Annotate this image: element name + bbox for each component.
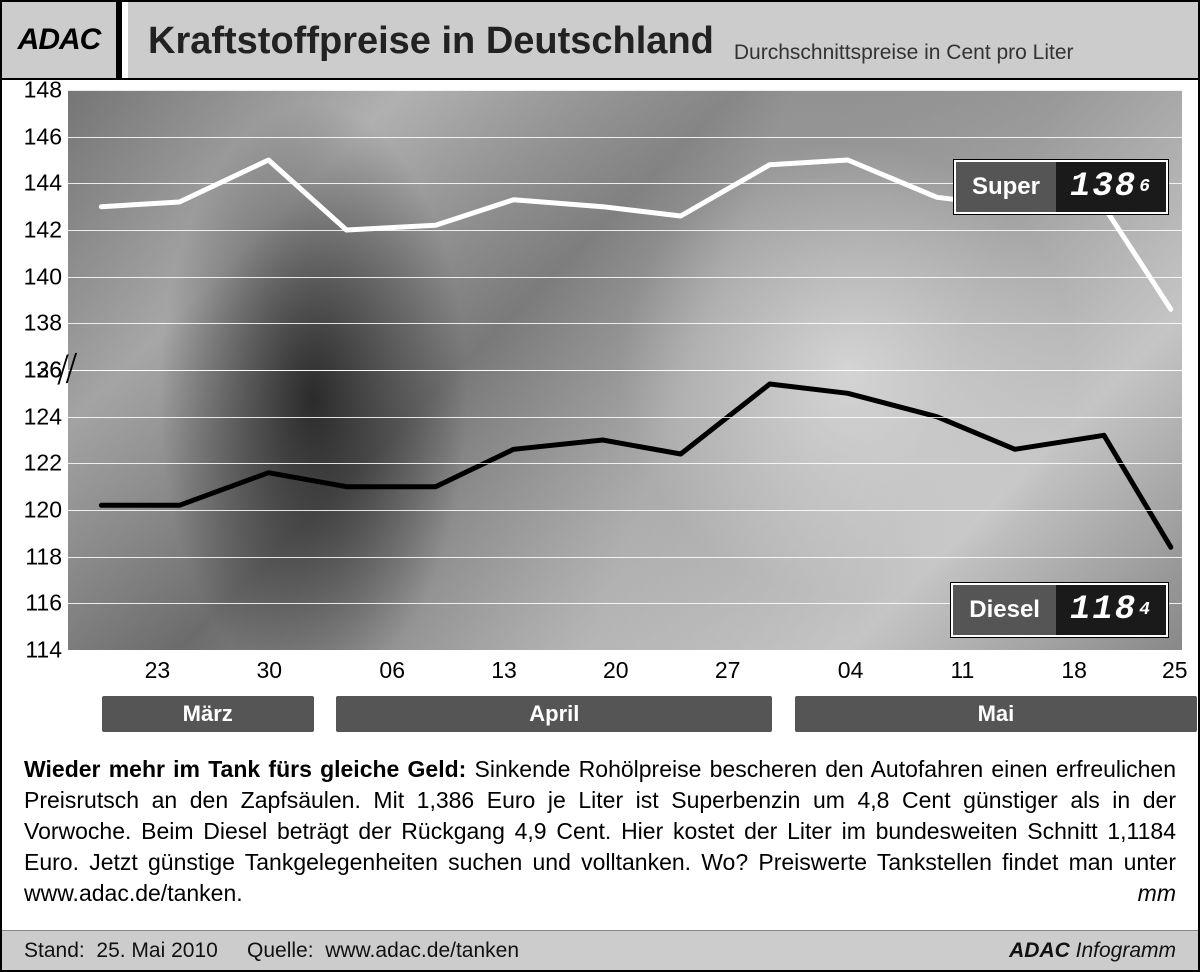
footer-left: Stand: 25. Mai 2010 Quelle: www.adac.de/…	[24, 939, 519, 963]
price-badge-value: 1184	[1056, 585, 1166, 635]
title-box: Kraftstoffpreise in Deutschland Durchsch…	[128, 2, 1198, 78]
y-tick-label: 144	[2, 170, 62, 197]
stand-value: 25. Mai 2010	[96, 939, 217, 962]
y-tick-label: 124	[2, 403, 62, 430]
y-tick-label: 118	[2, 543, 62, 570]
gridline	[68, 137, 1182, 138]
gridline	[68, 323, 1182, 324]
y-tick-label: 116	[2, 590, 62, 617]
gridline	[68, 90, 1182, 91]
header: ADAC Kraftstoffpreise in Deutschland Dur…	[2, 2, 1198, 80]
x-tick-label: 23	[145, 657, 171, 684]
gridline	[68, 650, 1182, 651]
adac-logo: ADAC	[2, 2, 122, 78]
x-tick-label: 04	[838, 657, 864, 684]
footer-brand-bold: ADAC	[1009, 939, 1070, 962]
month-label: März	[102, 696, 314, 732]
price-badge-label: Super	[956, 162, 1056, 212]
chart-area: 1481461441421401381361261241221201181161…	[2, 80, 1198, 740]
footer-brand: ADAC Infogramm	[1009, 939, 1176, 963]
y-tick-label: 138	[2, 310, 62, 337]
y-tick-label: 120	[2, 497, 62, 524]
gridline	[68, 463, 1182, 464]
infographic-container: ADAC Kraftstoffpreise in Deutschland Dur…	[0, 0, 1200, 972]
y-tick-label: 146	[2, 123, 62, 150]
y-tick-label: 126	[2, 357, 62, 384]
chart-title: Kraftstoffpreise in Deutschland	[148, 20, 714, 63]
gridline	[68, 417, 1182, 418]
y-tick-label: 140	[2, 263, 62, 290]
body-lead: Wieder mehr im Tank fürs gleiche Geld:	[24, 756, 466, 782]
x-tick-label: 20	[603, 657, 629, 684]
gridline	[68, 230, 1182, 231]
x-tick-label: 13	[491, 657, 517, 684]
series-line	[101, 384, 1170, 547]
x-tick-label: 18	[1061, 657, 1087, 684]
y-tick-label: 148	[2, 77, 62, 104]
gridline	[68, 277, 1182, 278]
x-tick-label: 06	[379, 657, 405, 684]
quelle-value: www.adac.de/tanken	[325, 939, 519, 962]
x-tick-label: 30	[256, 657, 282, 684]
month-label: Mai	[795, 696, 1197, 732]
gridline	[68, 510, 1182, 511]
body-text: Wieder mehr im Tank fürs gleiche Geld: S…	[2, 740, 1198, 919]
month-label: April	[336, 696, 772, 732]
y-tick-label: 122	[2, 450, 62, 477]
quelle-label: Quelle:	[247, 939, 314, 962]
price-badge-value: 1386	[1056, 162, 1166, 212]
gridline	[68, 557, 1182, 558]
price-badge-label: Diesel	[953, 585, 1056, 635]
x-tick-label: 11	[950, 657, 974, 684]
stand-label: Stand:	[24, 939, 85, 962]
y-tick-label: 114	[2, 637, 62, 664]
x-tick-label: 27	[715, 657, 741, 684]
y-tick-label: 142	[2, 217, 62, 244]
body-signature: mm	[1138, 878, 1176, 909]
footer: Stand: 25. Mai 2010 Quelle: www.adac.de/…	[2, 930, 1198, 970]
price-badge-super: Super1386	[954, 160, 1168, 214]
chart-subtitle: Durchschnittspreise in Cent pro Liter	[734, 33, 1074, 65]
footer-brand-light: Infogramm	[1076, 939, 1176, 962]
gridline	[68, 370, 1182, 371]
x-tick-label: 25	[1162, 657, 1188, 684]
price-badge-diesel: Diesel1184	[951, 583, 1168, 637]
